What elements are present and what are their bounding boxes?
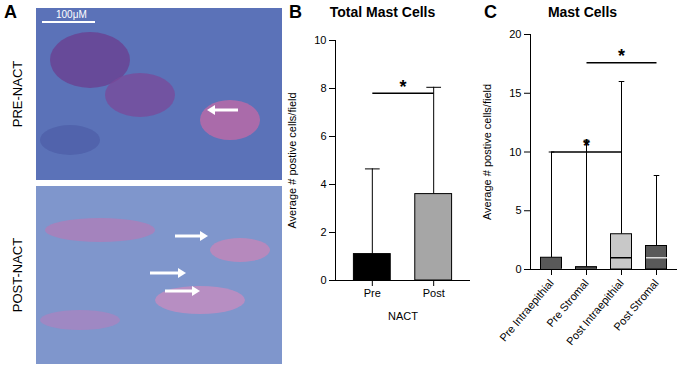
svg-text:100μM: 100μM (56, 9, 87, 20)
svg-text:Post: Post (423, 287, 445, 299)
svg-text:4: 4 (320, 178, 326, 190)
svg-text:*: * (399, 77, 406, 97)
svg-text:Post Stromal: Post Stromal (611, 277, 661, 333)
svg-text:Pre: Pre (364, 287, 381, 299)
svg-text:POST-NACT: POST-NACT (10, 238, 25, 312)
svg-text:*: * (618, 46, 625, 66)
html-text:Mast Cells: Mast Cells (547, 4, 618, 20)
svg-text:*: * (583, 136, 590, 156)
svg-text:Pre Stromal: Pre Stromal (544, 276, 591, 330)
svg-text:15: 15 (509, 87, 521, 99)
svg-text:Pre Intraepithial: Pre Intraepithial (497, 277, 556, 344)
html-text:Total Mast Cells: Total Mast Cells (329, 4, 436, 20)
html-text:B: B (289, 2, 302, 22)
svg-text:0: 0 (515, 263, 521, 275)
svg-text:2: 2 (320, 226, 326, 238)
svg-text:8: 8 (320, 82, 326, 94)
svg-text:NACT: NACT (388, 310, 418, 322)
svg-text:5: 5 (515, 204, 521, 216)
svg-text:PRE-NACT: PRE-NACT (10, 61, 25, 128)
svg-text:Post Intraepithial: Post Intraepithial (564, 277, 626, 347)
svg-text:6: 6 (320, 130, 326, 142)
svg-text:Average # postive cells/field: Average # postive cells/field (286, 92, 298, 228)
svg-text:10: 10 (314, 34, 326, 46)
svg-text:20: 20 (509, 28, 521, 40)
svg-text:0: 0 (320, 274, 326, 286)
html-text:C: C (484, 2, 497, 22)
html-text:A: A (4, 2, 17, 22)
svg-text:Average # postive cells/field: Average # postive cells/field (481, 84, 493, 220)
svg-text:10: 10 (509, 146, 521, 158)
